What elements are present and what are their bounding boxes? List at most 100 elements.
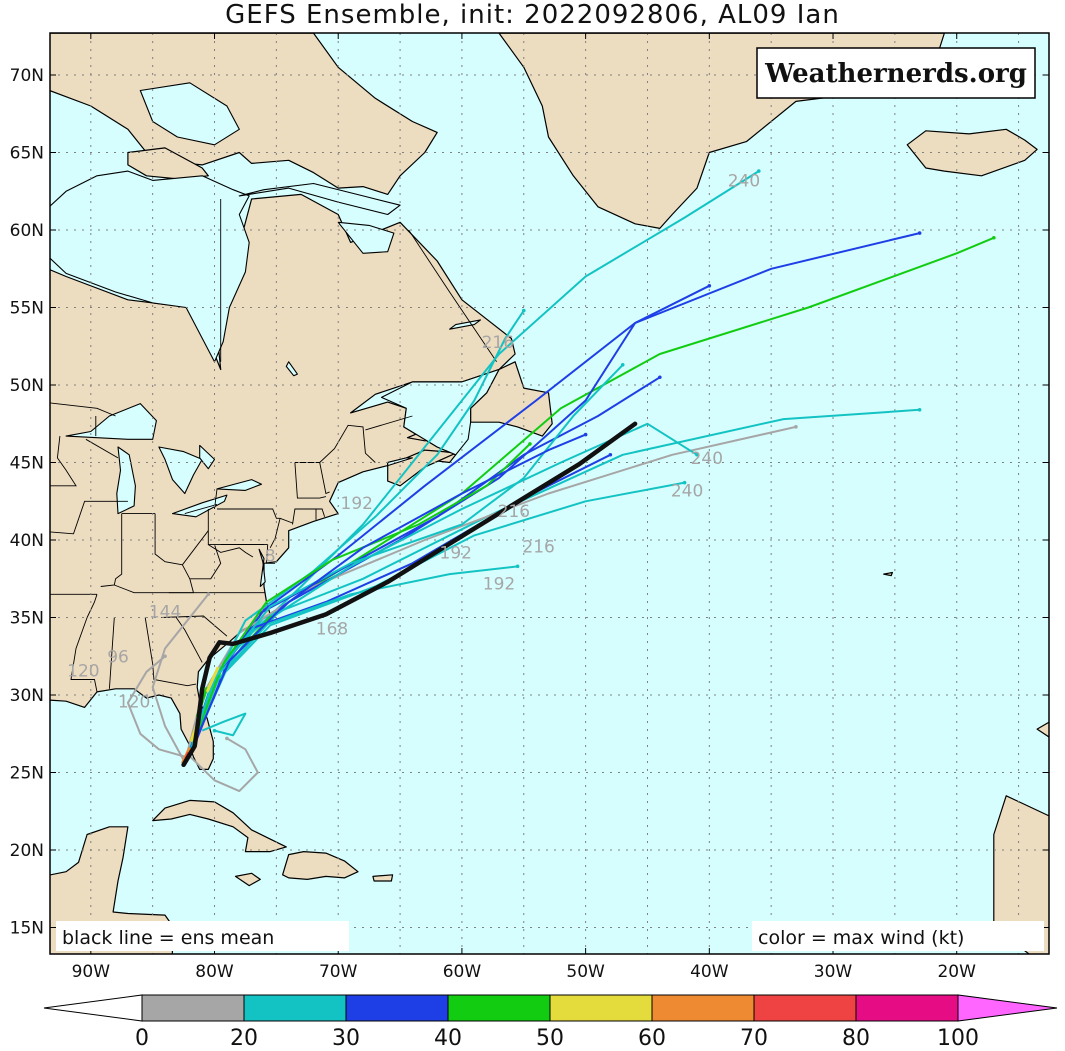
colorbar-label: 70 [740,1026,768,1051]
forecast-hour-label: 96 [107,647,129,667]
member-endpoint [682,480,687,485]
lat-tick-label: 70N [10,66,44,86]
border-line [114,584,194,594]
land-baffin-south [50,33,438,195]
member-endpoint [992,235,996,240]
border-line [217,508,293,524]
member-endpoint [515,564,520,569]
forecast-hour-label: 8 [265,547,276,567]
lat-tick-label: 45N [10,454,44,474]
lat-tick-label: 40N [10,531,44,551]
land-africa-west [993,795,1049,954]
lat-tick-label: 60N [10,221,44,241]
water-lake-winnipeg [0,323,10,362]
map-title: GEFS Ensemble, init: 2022092806, AL09 Ia… [225,0,840,30]
lat-tick-label: 55N [10,299,44,319]
border-line [161,615,228,637]
water-lake-huron [158,446,203,495]
border-line [182,530,209,566]
border-line [408,229,497,363]
member-endpoint [917,408,922,412]
forecast-hour-label: 192 [440,544,472,564]
land-puerto-rico [372,874,394,882]
land-azores-sao-miguel [883,571,893,577]
brand-text: Weathernerds.org [764,59,1027,89]
member-endpoint [225,736,229,741]
lat-tick-label: 35N [10,609,44,629]
colorbar-label: 60 [638,1026,666,1051]
colorbar-segment [345,994,449,1022]
land-hispaniola [282,851,359,880]
forecast-hour-label: 192 [341,494,373,514]
land-layer [50,33,1049,954]
colorbar-segment [549,994,653,1022]
colorbar-segment [447,994,551,1022]
member-track [193,364,624,744]
member-endpoint [917,231,922,235]
border-line [365,415,413,431]
forecast-hour-label: 144 [149,603,181,623]
border-line [108,617,115,689]
member-endpoint [608,452,613,457]
member-endpoint [206,592,211,597]
forecast-hour-label: 216 [482,333,514,353]
member-track [193,422,698,742]
colorbar-label: 20 [230,1026,258,1051]
forecast-hour-label: 240 [728,172,760,192]
water-bay-of-fundy [387,457,413,467]
border-line [154,513,183,566]
land-jamaica [234,872,261,887]
colorbar-segment [753,994,857,1022]
colorbar-segment [243,994,347,1022]
colorbar-label: 100 [937,1026,979,1051]
colorbar-segment [651,994,755,1022]
brand-box: Weathernerds.org [756,47,1036,99]
colorbar-label: 80 [842,1026,870,1051]
colorbar-min-arrow [43,994,143,1022]
border-line [144,617,197,687]
lon-tick-label: 70W [319,962,358,982]
border-line [319,462,330,495]
border-line [50,500,128,535]
water-lake-superior [65,403,157,440]
border-line [266,544,276,564]
lat-tick-label: 25N [10,764,44,784]
lat-tick-label: 15N [10,919,44,939]
lat-tick-label: 20N [10,841,44,861]
colorbar-label: 0 [135,1026,149,1051]
forecast-hour-label: 192 [483,575,515,595]
land-cuba [152,799,287,853]
ensemble-mean-track [181,421,638,768]
lon-tick-label: 90W [72,962,111,982]
water-lake-mistassini [285,361,298,377]
member-track [185,425,797,758]
wind-note-box: color = max wind (kt) [752,921,1044,951]
member-endpoint [794,425,798,429]
colorbar-label: 50 [536,1026,564,1051]
forecast-hour-label: 240 [691,449,723,469]
member-track [190,565,518,750]
border-line [184,503,218,515]
forecast-hour-label: 120 [118,692,150,712]
colorbar-segment [855,994,959,1022]
border-line [175,617,203,663]
member-endpoint [521,308,526,313]
border-line [292,508,317,525]
member-track [126,655,187,758]
forecast-hour-label: 216 [522,537,554,557]
colorbar-segment [141,994,245,1022]
water-lake-michigan [116,446,136,515]
colorbar: 0 20 30 40 50 60 70 80 100 [43,994,1058,1051]
forecast-hour-label: 216 [498,502,530,522]
map-frame [49,32,1050,955]
member-endpoint [212,728,217,733]
border-line [50,402,116,417]
member-endpoint [658,375,662,380]
water-chesapeake [258,548,266,588]
water-lake-melville [449,319,482,330]
member-track [201,712,247,737]
water-hudson-strait [238,182,401,216]
border-line [0,486,19,531]
lat-tick-label: 50N [10,376,44,396]
border-line [86,594,98,618]
